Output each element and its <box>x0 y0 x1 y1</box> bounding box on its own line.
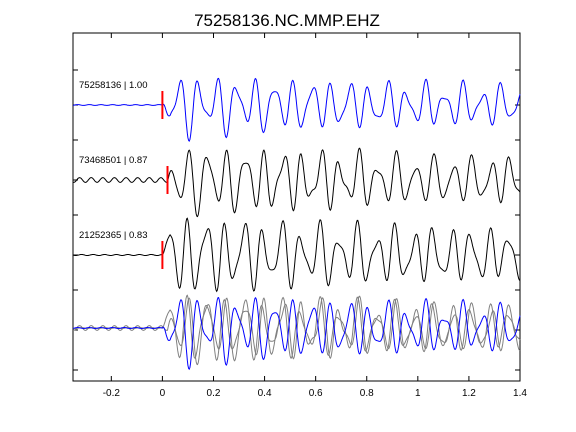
trace-21252365 <box>72 217 521 293</box>
plot-frame <box>72 32 521 382</box>
y-ticks <box>73 69 520 371</box>
x-tick-label: 0 <box>160 388 166 399</box>
trace-label: 75258136 | 1.00 <box>79 80 148 91</box>
chart-title: 75258136.NC.MMP.EHZ <box>194 11 380 30</box>
x-tick-label: 1 <box>415 388 421 399</box>
x-tick-label: -0.2 <box>103 388 121 399</box>
traces: 75258136 | 1.00 73468501 | 0.87 21252365 |… <box>72 77 521 293</box>
x-tick-label: 0.2 <box>207 388 221 399</box>
overlay-stack <box>72 294 521 371</box>
x-axis: -0.2 0 0.2 0.4 0.6 0.8 1 1.2 1.4 <box>103 33 527 399</box>
overlay-trace <box>72 295 521 366</box>
trace-label: 73468501 | 0.87 <box>79 155 148 166</box>
overlay-trace <box>72 297 521 371</box>
trace-label: 21252365 | 0.83 <box>79 230 148 241</box>
x-tick-label: 1.4 <box>513 388 527 399</box>
x-tick-label: 0.6 <box>309 388 323 399</box>
x-tick-label: 0.4 <box>258 388 272 399</box>
trace-75258136 <box>72 77 521 143</box>
x-tick-label: 1.2 <box>462 388 476 399</box>
trace-73468501 <box>72 147 521 218</box>
x-tick-label: 0.8 <box>360 388 374 399</box>
